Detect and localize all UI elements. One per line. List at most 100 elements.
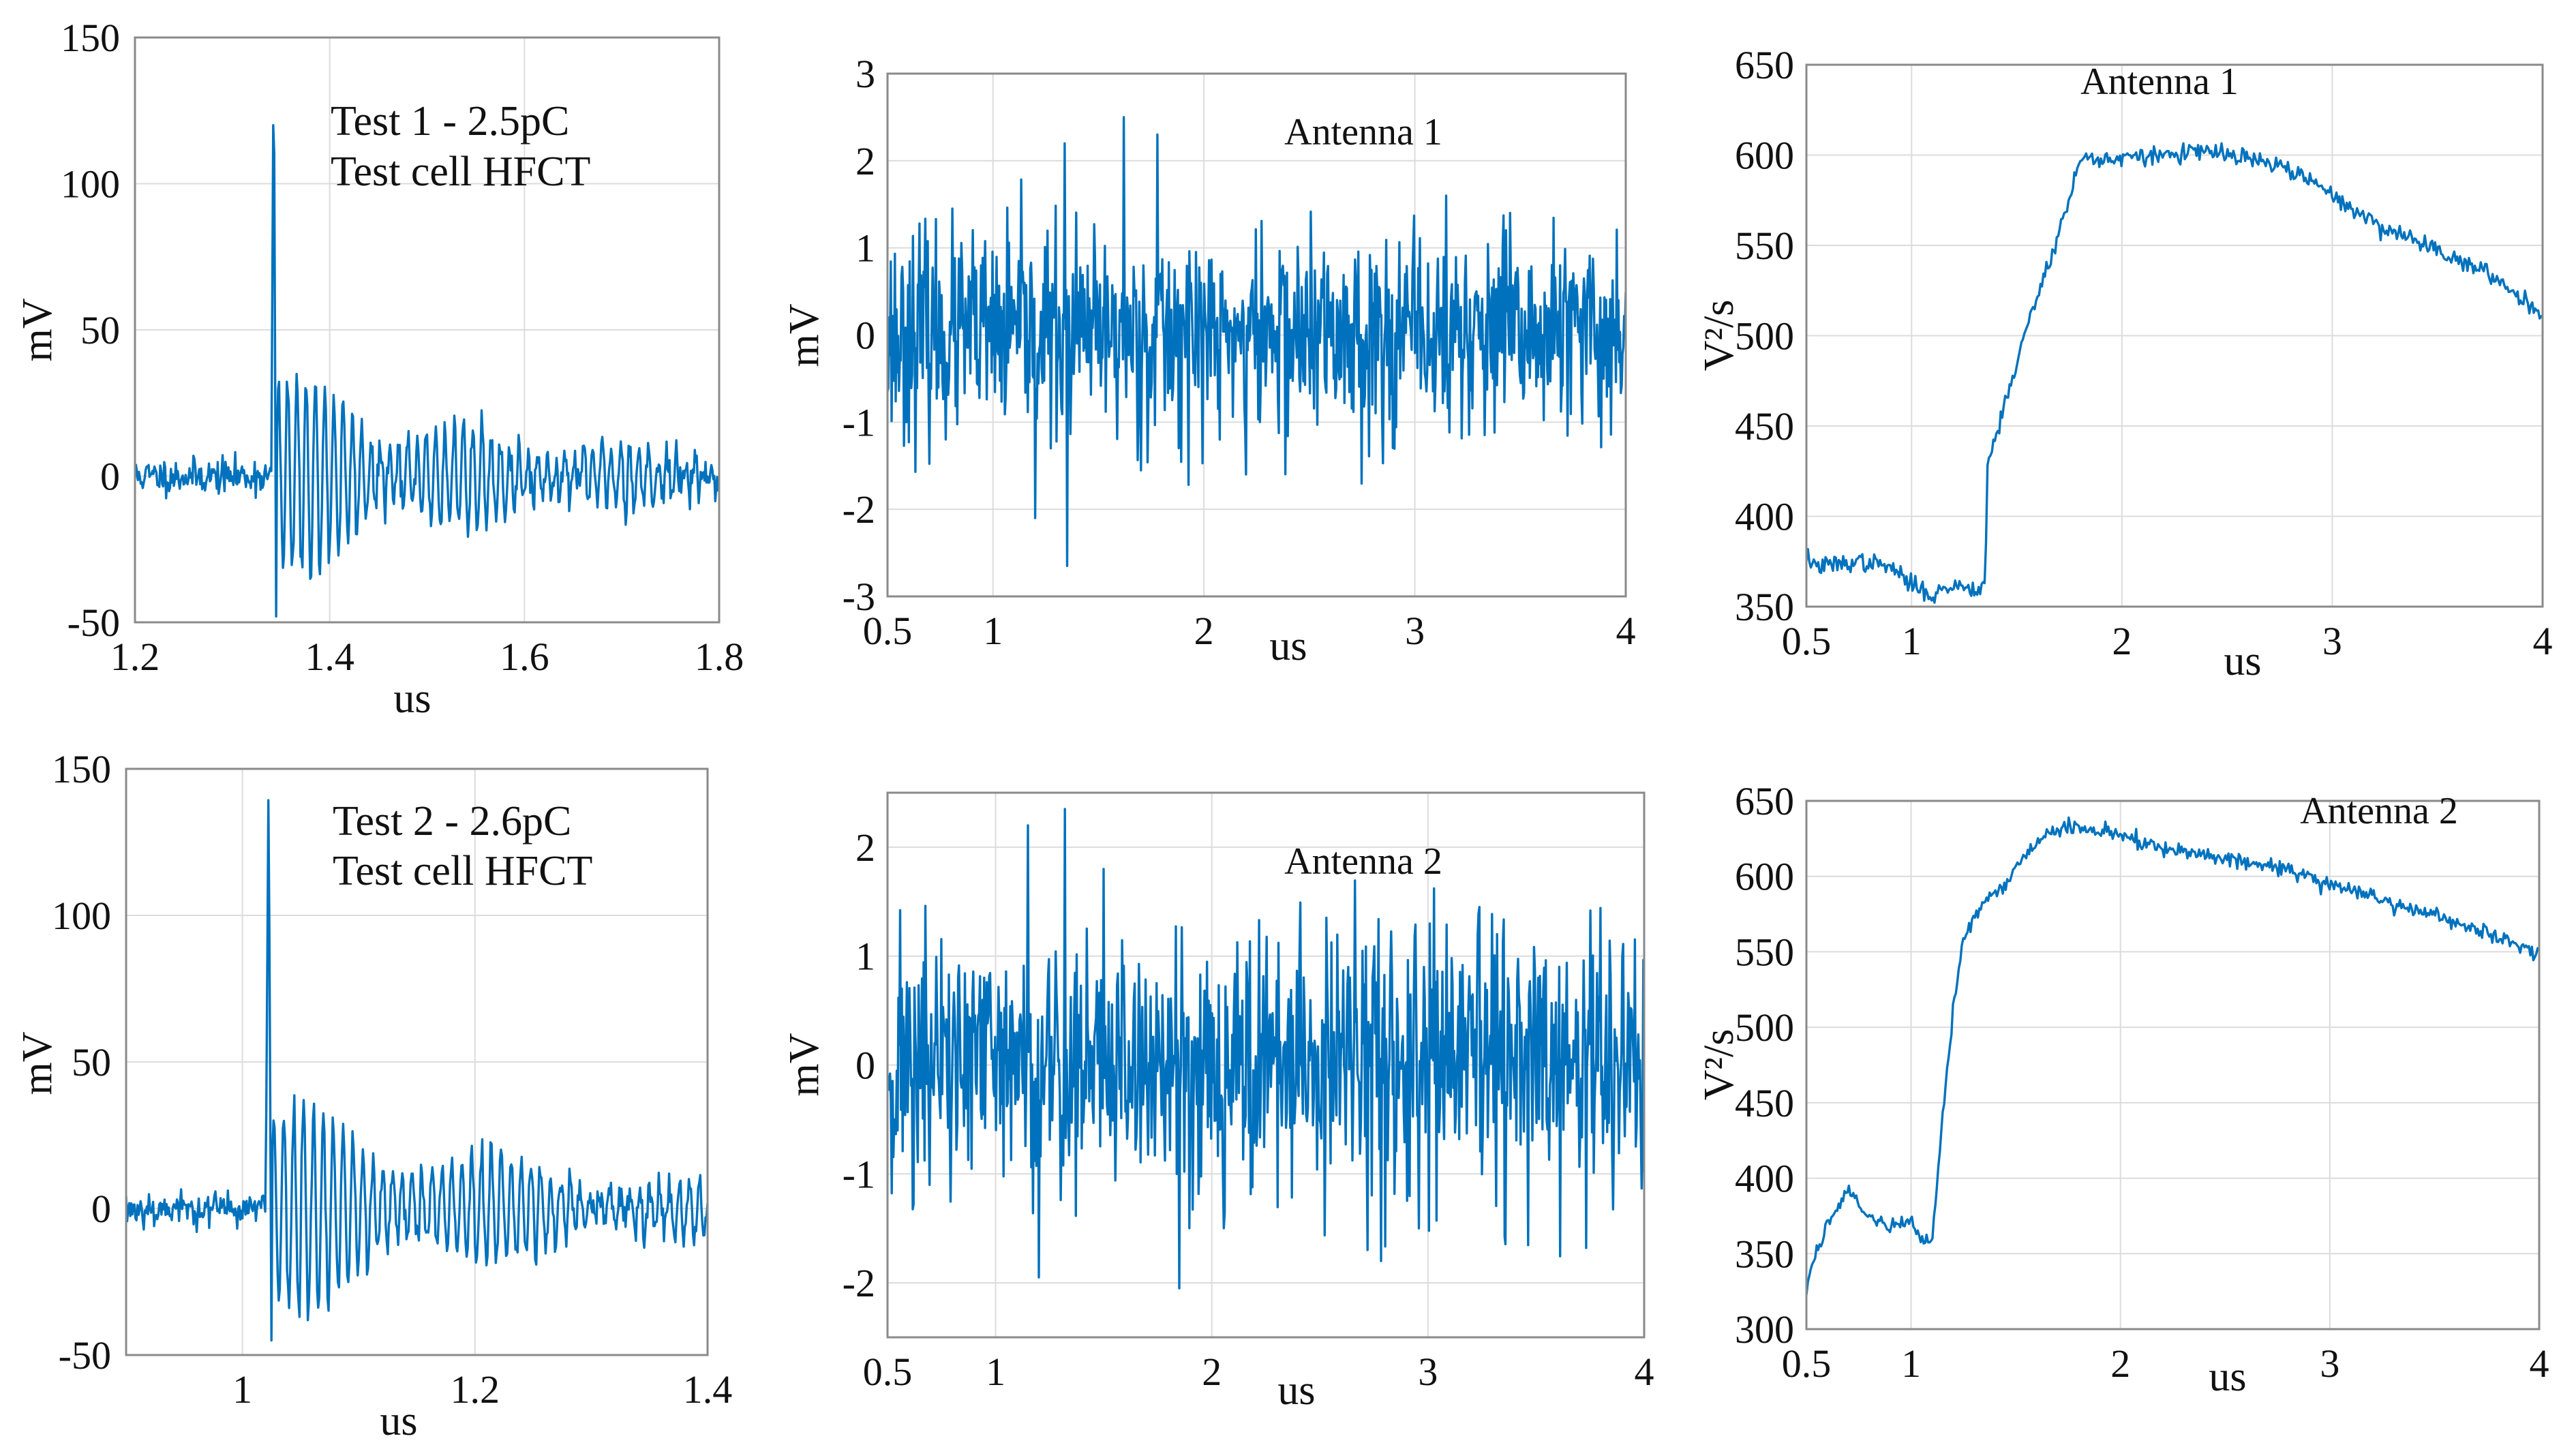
- y-axis-label: mV: [781, 1033, 828, 1096]
- x-tick-label: 1.4: [305, 635, 354, 679]
- y-tick-label: 550: [1735, 224, 1794, 268]
- y-tick-label: -2: [843, 487, 875, 532]
- chart-annotation: Antenna 1: [2080, 61, 2239, 103]
- chart-annotation: Antenna 2: [1284, 840, 1442, 883]
- y-tick-label: 350: [1735, 585, 1794, 629]
- y-tick-label: -50: [59, 1333, 111, 1378]
- y-tick-label: 650: [1735, 779, 1794, 823]
- y-tick-label: 100: [52, 894, 111, 938]
- y-tick-label: 350: [1735, 1232, 1794, 1276]
- x-tick-label: 2: [2112, 619, 2132, 663]
- y-tick-label: 150: [61, 16, 120, 60]
- y-tick-label: 2: [855, 139, 875, 183]
- y-tick-label: -1: [843, 400, 875, 444]
- x-tick-label: 1: [1902, 619, 1922, 663]
- y-tick-label: 600: [1735, 134, 1794, 178]
- y-tick-label: 400: [1735, 1157, 1794, 1201]
- series-line: [1806, 816, 2539, 1296]
- x-tick-label: 0.5: [1782, 619, 1832, 663]
- y-tick-label: -2: [843, 1261, 875, 1305]
- x-tick-label: 1: [232, 1367, 252, 1412]
- chart-annotation: Test 1 - 2.5pC: [331, 98, 569, 144]
- plot-frame: [886, 791, 1646, 1339]
- y-axis-label: mV: [781, 303, 828, 367]
- x-tick-label: 2: [1202, 1350, 1222, 1394]
- y-tick-label: 1: [855, 226, 875, 271]
- y-tick-label: 3: [855, 52, 875, 96]
- chart-panel-test1-hfct: 1.2 1.4 1.6 1.8 -50 0 50 100 150 us mV Test 1 - 2.5…: [14, 16, 744, 722]
- y-axis-label: mV: [14, 298, 61, 361]
- chart-annotation: Antenna 1: [1284, 111, 1442, 153]
- x-tick-label: 4: [2533, 619, 2553, 663]
- chart-annotation: Antenna 2: [2300, 790, 2458, 832]
- chart-panel-antenna1-signal: 0.5 1 2 3 4 -3 -2 -1 0 1 2 3 us mV Antenna 1: [781, 52, 1636, 669]
- y-tick-label: 0: [855, 314, 875, 358]
- x-tick-label: 1.6: [500, 635, 549, 679]
- y-tick-label: 50: [72, 1040, 111, 1084]
- y-tick-label: 600: [1735, 855, 1794, 899]
- series-line: [135, 124, 719, 618]
- x-tick-label: 1: [983, 609, 1003, 653]
- chart-panel-antenna2-signal: 0.5 1 2 3 4 -2 -1 0 1 2 us mV Antenna 2: [781, 791, 1654, 1414]
- x-tick-label: 1.8: [695, 635, 744, 679]
- chart-panel-antenna1-energy: 0.5 1 2 3 4 350 400 450 500 550 600 650 us V²/s Antenn…: [1696, 43, 2553, 684]
- plot-frame: [1805, 800, 2541, 1330]
- y-tick-label: 450: [1735, 1081, 1794, 1125]
- y-tick-label: 550: [1735, 930, 1794, 974]
- series-line: [888, 808, 1644, 1290]
- y-tick-label: -50: [67, 600, 120, 645]
- chart-annotation: Test cell HFCT: [331, 149, 590, 195]
- chart-panel-antenna2-energy: 0.5 1 2 3 4 300 350 400 450 500 550 600 650 us V²/s Ant…: [1696, 779, 2549, 1400]
- plot-frame: [1805, 63, 2544, 608]
- y-tick-label: 0: [855, 1044, 875, 1088]
- y-axis-label: mV: [14, 1031, 61, 1095]
- y-tick-label: 0: [100, 455, 120, 499]
- x-tick-label: 0.5: [863, 609, 913, 653]
- chart-annotation: Test 2 - 2.6pC: [333, 798, 571, 845]
- plot-frame: [886, 72, 1627, 598]
- y-tick-label: 1: [855, 934, 875, 979]
- plot-frame: [125, 767, 709, 1356]
- x-tick-label: 1: [1901, 1341, 1921, 1386]
- y-tick-label: 100: [61, 162, 120, 207]
- x-tick-label: 4: [2530, 1341, 2549, 1386]
- x-tick-label: 2: [2110, 1341, 2130, 1386]
- y-tick-label: 300: [1735, 1307, 1794, 1352]
- chart-panel-test2-hfct: 1 1.2 1.4 -50 0 50 100 150 us mV Test 2 - 2.6pCTes…: [14, 747, 732, 1444]
- series-line: [888, 116, 1626, 567]
- x-tick-label: 1.2: [451, 1367, 500, 1412]
- y-tick-label: 2: [855, 825, 875, 870]
- x-tick-label: 3: [2322, 619, 2342, 663]
- x-axis-label: us: [2209, 1354, 2246, 1400]
- y-tick-label: 0: [91, 1187, 111, 1231]
- y-tick-label: 50: [80, 308, 120, 352]
- y-tick-label: -1: [843, 1152, 875, 1196]
- x-axis-label: us: [380, 1398, 417, 1444]
- x-tick-label: 2: [1194, 609, 1214, 653]
- y-tick-label: 500: [1735, 1005, 1794, 1050]
- x-tick-label: 3: [1405, 609, 1425, 653]
- x-tick-label: 4: [1616, 609, 1636, 653]
- y-tick-label: 150: [52, 747, 111, 791]
- plot-frame: [134, 36, 721, 624]
- x-tick-label: 3: [1418, 1350, 1438, 1394]
- x-tick-label: 1: [986, 1350, 1005, 1394]
- x-axis-label: us: [393, 675, 431, 722]
- y-tick-label: 450: [1735, 404, 1794, 448]
- x-tick-label: 1.2: [110, 635, 160, 679]
- x-tick-label: 0.5: [863, 1350, 913, 1394]
- y-tick-label: 650: [1735, 43, 1794, 87]
- y-tick-label: 400: [1735, 495, 1794, 539]
- x-tick-label: 1.4: [683, 1367, 733, 1412]
- y-tick-label: -3: [843, 575, 875, 619]
- series-line: [1806, 142, 2543, 604]
- y-tick-label: 500: [1735, 314, 1794, 359]
- x-tick-label: 3: [2320, 1341, 2339, 1386]
- x-tick-label: 4: [1635, 1350, 1654, 1394]
- x-axis-label: us: [1277, 1367, 1315, 1414]
- x-axis-label: us: [2224, 638, 2261, 684]
- series-line: [126, 799, 708, 1342]
- x-axis-label: us: [1269, 623, 1307, 669]
- y-axis-label: V²/s: [1696, 1029, 1742, 1101]
